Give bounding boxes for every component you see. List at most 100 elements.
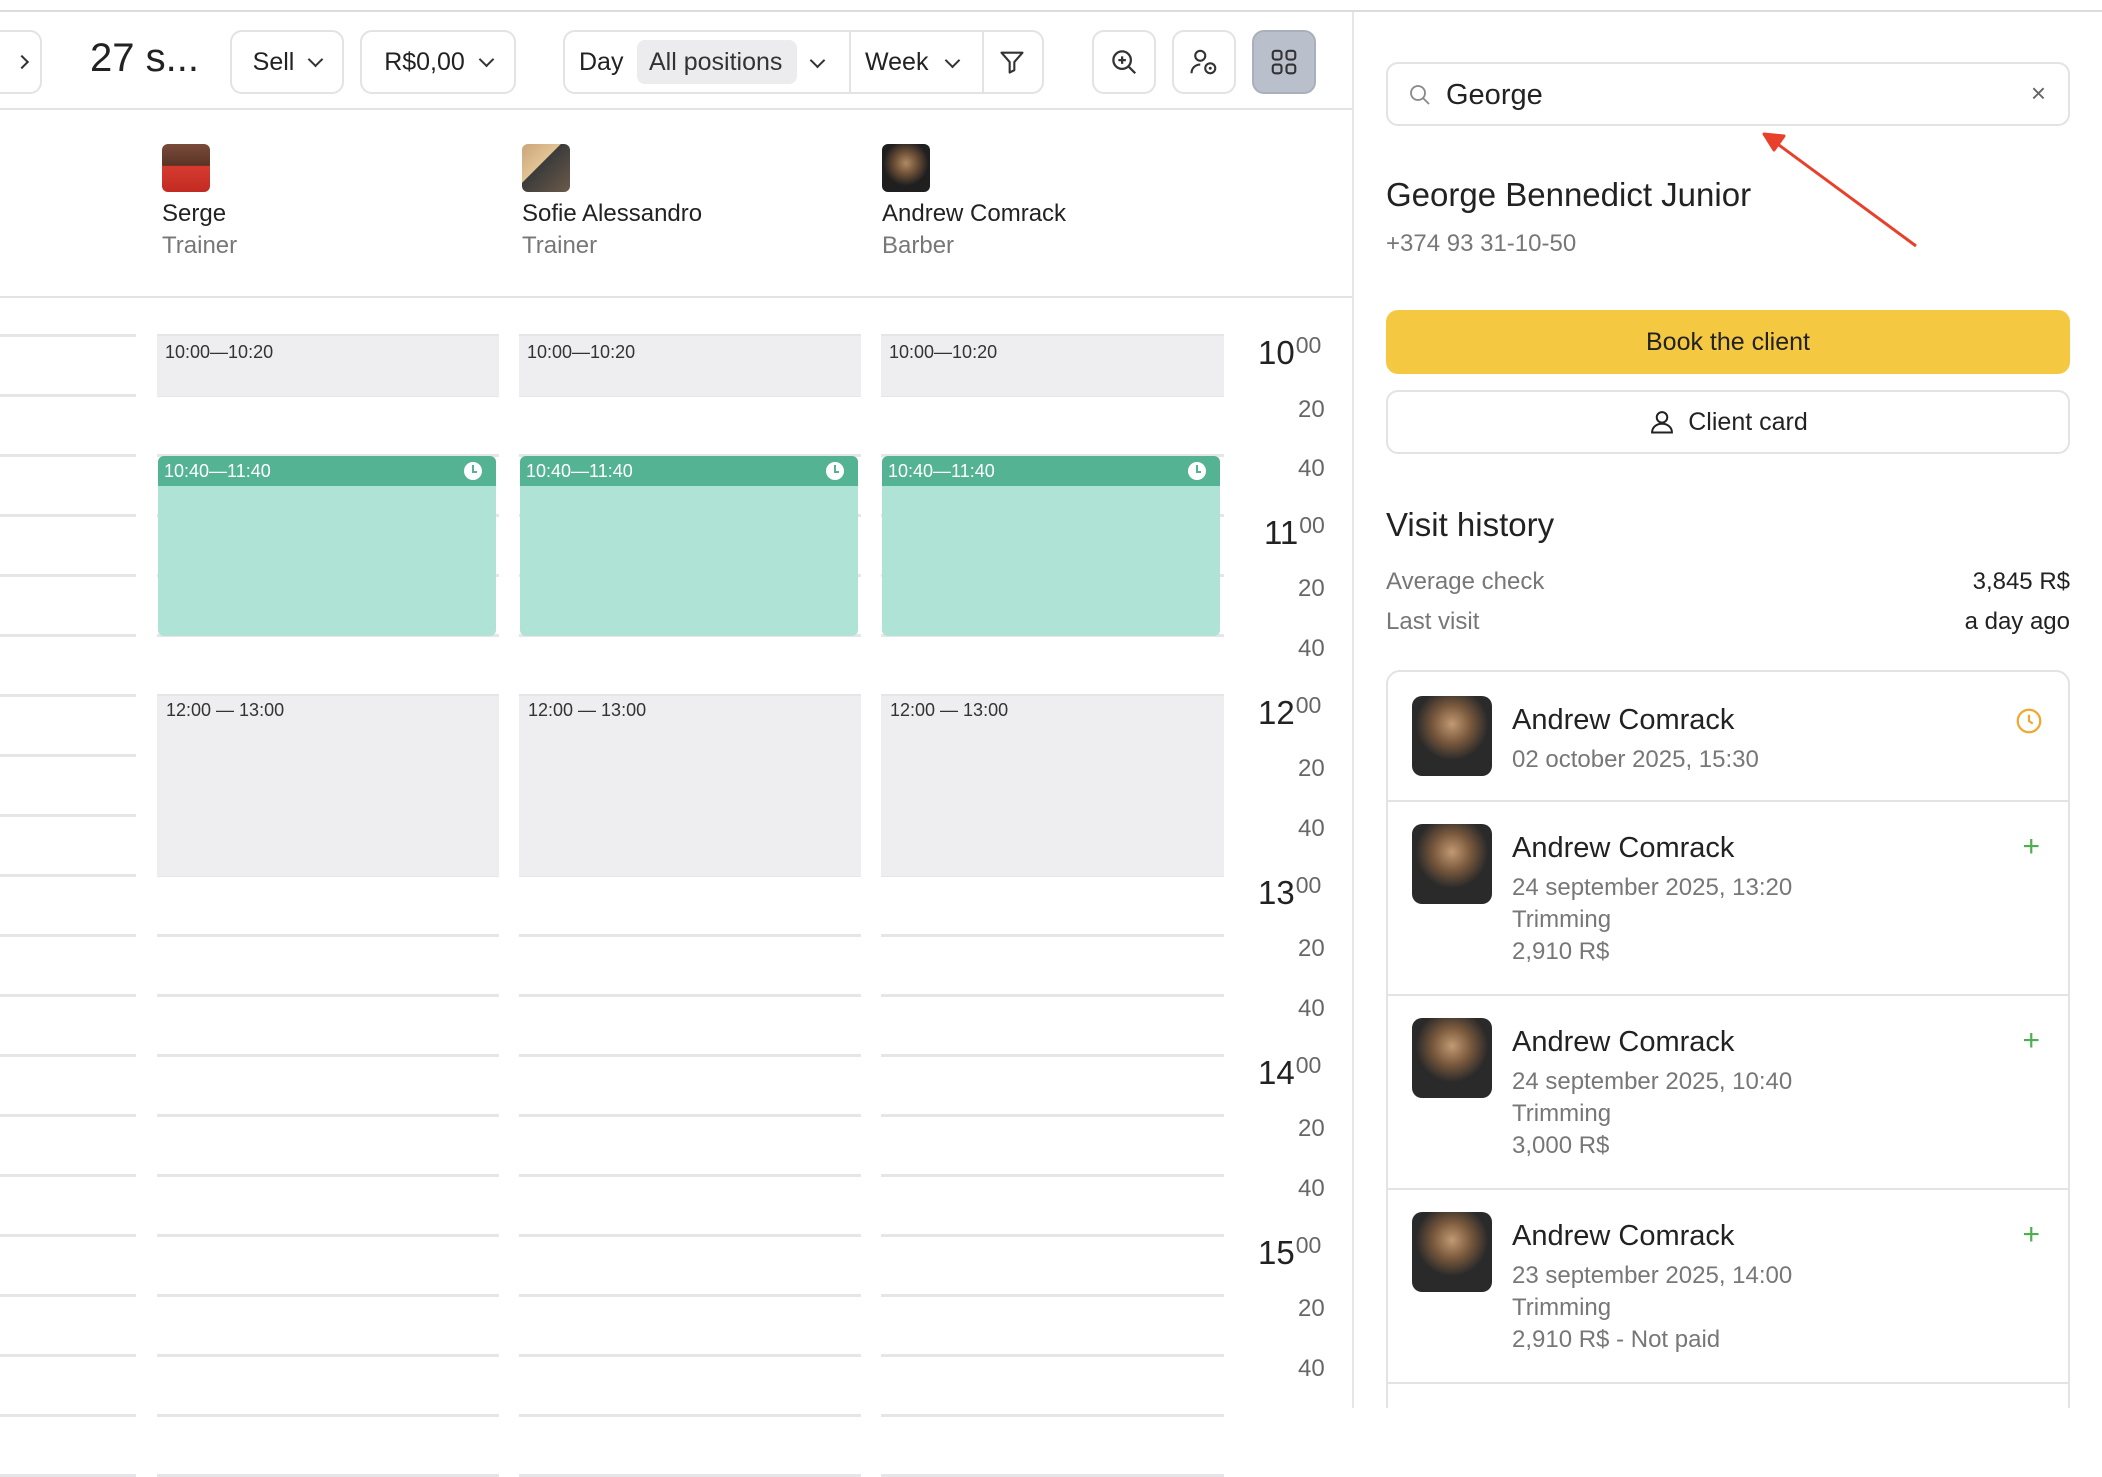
- slot-time: 12:00 — 13:00: [890, 700, 1009, 720]
- staff-role: Trainer: [522, 232, 598, 259]
- visit-card[interactable]: Andrew Comrack 24 september 2025, 13:20 …: [1386, 802, 2070, 996]
- minute-label: 20: [1298, 1115, 1325, 1142]
- time-slot[interactable]: [881, 696, 1224, 876]
- grid-line: [881, 1174, 1224, 1177]
- visit-service: Trimming: [1512, 1294, 1612, 1321]
- grid-line: [0, 694, 136, 697]
- grid-line: [0, 634, 136, 637]
- hour-label: 1000: [1258, 332, 1322, 371]
- visit-date: 02 october 2025, 15:30: [1512, 746, 1759, 773]
- date-title[interactable]: 27 s...: [90, 36, 199, 80]
- grid-line: [0, 814, 136, 817]
- sell-dropdown[interactable]: Sell: [230, 30, 344, 94]
- hour-label: 1500: [1258, 1232, 1322, 1271]
- plus-icon: +: [2022, 830, 2040, 863]
- day-tab[interactable]: Day: [579, 48, 624, 76]
- clock-icon: [1188, 462, 1206, 480]
- grid-line: [881, 1354, 1224, 1357]
- minute-label: 20: [1298, 755, 1325, 782]
- staff-name[interactable]: Sofie Alessandro: [522, 200, 703, 227]
- avatar: [1412, 696, 1492, 776]
- time-slot[interactable]: [519, 696, 861, 876]
- staff-name[interactable]: Serge: [162, 200, 227, 227]
- avatar-sofie: [522, 144, 570, 192]
- minute-label: 40: [1298, 1175, 1325, 1202]
- grid-line: [881, 694, 1224, 697]
- client-card-button[interactable]: Client card: [1386, 390, 2070, 454]
- user-settings-icon: [1190, 49, 1217, 75]
- close-icon[interactable]: ×: [2030, 78, 2046, 108]
- positions-select[interactable]: [637, 40, 797, 84]
- appointment-block[interactable]: 10:40—11:40: [882, 456, 1220, 636]
- slot-time: 10:00—10:20: [165, 342, 274, 362]
- appointment-block[interactable]: 10:40—11:40: [158, 456, 496, 636]
- appointment-time: 10:40—11:40: [158, 456, 496, 486]
- visit-service: Trimming: [1512, 906, 1612, 933]
- amount-dropdown[interactable]: R$0,00: [360, 30, 516, 94]
- nav-prev-button[interactable]: [0, 30, 42, 94]
- visit-card[interactable]: Andrew Comrack 24 september 2025, 10:40 …: [1386, 996, 2070, 1190]
- book-client-button[interactable]: Book the client: [1386, 310, 2070, 374]
- grid-line: [0, 754, 136, 757]
- grid-line: [0, 1054, 136, 1057]
- time-slot[interactable]: [157, 336, 499, 396]
- slot-time: 12:00 — 13:00: [528, 700, 647, 720]
- grid-line: [881, 994, 1224, 997]
- clock-icon: [464, 462, 482, 480]
- grid-icon: [1271, 49, 1297, 75]
- divider: [849, 32, 851, 92]
- book-client-label: Book the client: [1646, 327, 1810, 356]
- visit-card[interactable]: Andrew Comrack 23 september 2025, 14:00 …: [1386, 1190, 2070, 1384]
- grid-line: [0, 1354, 136, 1357]
- grid-line: [881, 934, 1224, 937]
- panel-divider: [1352, 12, 1354, 1408]
- avatar: [1412, 1018, 1492, 1098]
- visit-card[interactable]: Andrew Comrack 02 october 2025, 15:30: [1386, 670, 2070, 802]
- grid-line: [0, 514, 136, 517]
- plus-icon: +: [2022, 1218, 2040, 1251]
- client-phone[interactable]: +374 93 31-10-50: [1386, 230, 1577, 257]
- grid-line: [0, 1414, 136, 1417]
- grid-line: [519, 694, 861, 697]
- grid-line: [519, 334, 861, 337]
- staff-name[interactable]: Andrew Comrack: [882, 200, 1067, 227]
- grid-line: [519, 1234, 861, 1237]
- grid-line: [157, 1234, 499, 1237]
- grid-view-button[interactable]: [1252, 30, 1316, 94]
- week-tab[interactable]: Week: [865, 48, 929, 76]
- view-switcher: Day All positions Week: [563, 30, 1044, 94]
- grid-line: [519, 454, 861, 457]
- staff-settings-button[interactable]: [1172, 30, 1236, 94]
- grid-line: [881, 1234, 1224, 1237]
- filter-icon[interactable]: [998, 48, 1026, 76]
- grid-line: [519, 1354, 861, 1357]
- appointment-block[interactable]: 10:40—11:40: [520, 456, 858, 636]
- grid-line: [881, 454, 1224, 457]
- chevron-down-icon[interactable]: [809, 52, 826, 69]
- visit-card[interactable]: [1386, 1384, 2070, 1408]
- last-visit-label: Last visit: [1386, 608, 1480, 635]
- zoom-button[interactable]: [1092, 30, 1156, 94]
- positions-label: All positions: [649, 48, 783, 76]
- grid-line: [157, 994, 499, 997]
- client-name: George Bennedict Junior: [1386, 176, 1752, 213]
- minute-label: 40: [1298, 1355, 1325, 1382]
- time-slot[interactable]: [881, 336, 1224, 396]
- search-input[interactable]: George: [1446, 79, 1543, 111]
- grid-line: [0, 1294, 136, 1297]
- visit-master: Andrew Comrack: [1512, 1026, 1735, 1058]
- chevron-down-icon[interactable]: [944, 52, 961, 69]
- top-border: [0, 0, 2102, 12]
- grid-line: [881, 334, 1224, 337]
- minute-label: 20: [1298, 935, 1325, 962]
- time-slot[interactable]: [157, 696, 499, 876]
- slot-time: 12:00 — 13:00: [166, 700, 285, 720]
- grid-line: [0, 394, 136, 397]
- minute-label: 40: [1298, 635, 1325, 662]
- time-slot[interactable]: [519, 336, 861, 396]
- minute-label: 20: [1298, 396, 1325, 423]
- grid-line: [519, 994, 861, 997]
- grid-line: [157, 334, 499, 337]
- client-search[interactable]: George ×: [1386, 62, 2070, 126]
- user-icon: [1651, 411, 1674, 434]
